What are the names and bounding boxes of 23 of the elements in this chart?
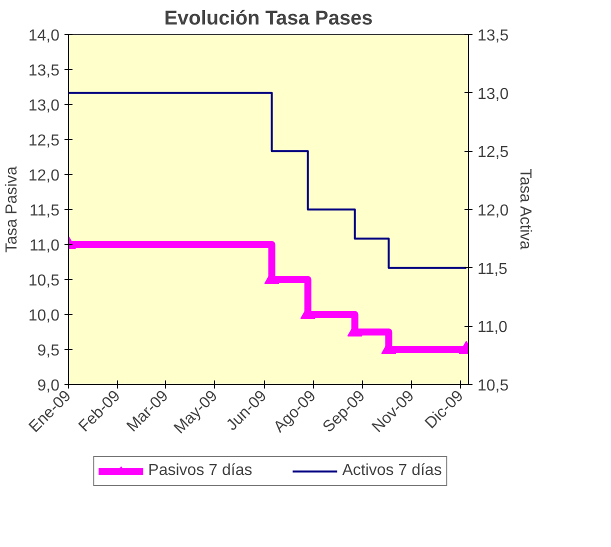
y2-tick-label: 11,5 <box>478 260 508 278</box>
legend-label: Activos 7 días <box>342 462 442 480</box>
y-tick-label: 13,0 <box>28 98 60 114</box>
y-tick-label: 14,0 <box>28 28 60 44</box>
chart-title: Evolución Tasa Pases <box>164 8 373 30</box>
y2-tick-label: 13,5 <box>478 28 509 44</box>
y-tick-label: 12,0 <box>28 168 60 184</box>
y-tick-label: 13,5 <box>28 62 60 80</box>
y-tick-label: 12,5 <box>28 132 60 150</box>
y2-tick-label: 11,0 <box>478 319 508 336</box>
y-tick-label: 9,5 <box>37 342 60 360</box>
y-axis-title: Tasa Pasiva <box>3 166 20 253</box>
y2-axis-title: Tasa Activa <box>516 168 534 250</box>
y2-tick-label: 10,5 <box>478 378 509 394</box>
y-tick-label: 10,0 <box>28 308 60 324</box>
y2-tick-label: 12,0 <box>478 202 509 220</box>
y2-tick-label: 13,0 <box>478 86 509 103</box>
y-tick-label: 11,0 <box>30 238 60 254</box>
y-tick-label: 10,5 <box>28 272 60 290</box>
y-tick-label: 9,0 <box>37 378 60 394</box>
legend-label: Pasivos 7 días <box>148 462 252 480</box>
y-tick-label: 11,5 <box>30 202 60 220</box>
y2-tick-label: 12,5 <box>478 144 509 162</box>
